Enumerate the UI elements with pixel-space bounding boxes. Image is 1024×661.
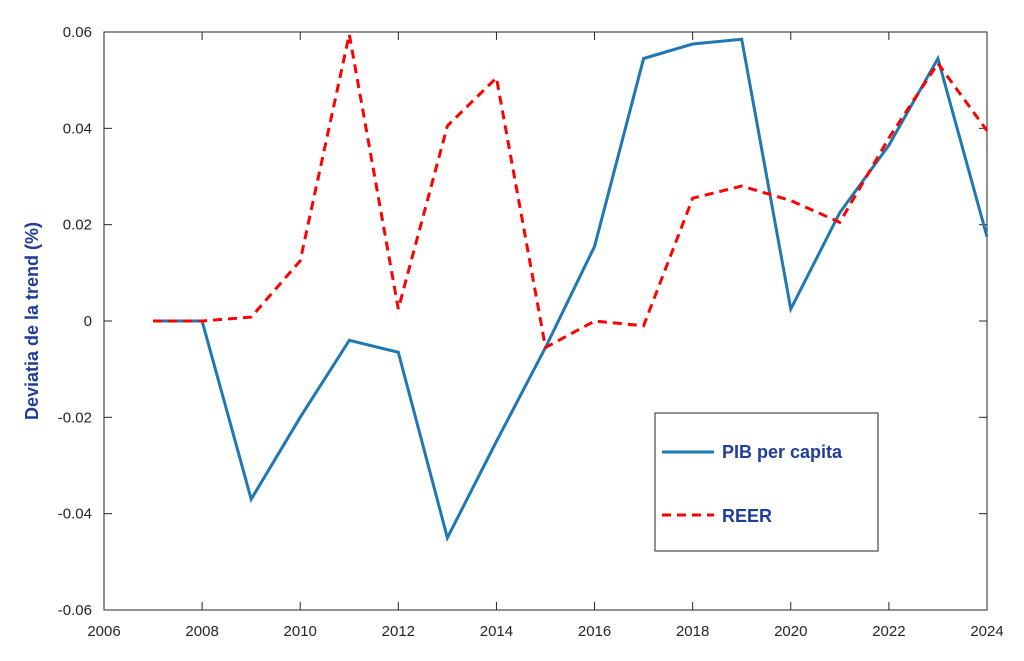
x-tick-label: 2018	[676, 623, 709, 640]
y-tick-label: -0.06	[58, 602, 92, 619]
legend: PIB per capita REER	[654, 412, 879, 552]
y-tick-label: -0.04	[58, 506, 92, 523]
y-axis: -0.06 -0.04 -0.02 0 0.02 0.04 0.06	[58, 24, 987, 619]
legend-box	[654, 412, 879, 552]
y-tick-label: 0.06	[63, 24, 92, 41]
series-layer	[152, 34, 989, 542]
x-tick-label: 2022	[872, 623, 905, 640]
x-tick-label: 2014	[480, 623, 513, 640]
y-tick-label: 0.02	[63, 217, 92, 234]
x-tick-label: 2008	[185, 623, 218, 640]
x-tick-label: 2020	[774, 623, 807, 640]
x-tick-label: 2024	[970, 623, 1003, 640]
legend-label-pib: PIB per capita	[722, 442, 843, 462]
x-axis: 2006 2008 2010 2012 2014 2016 2018 2020 2022 2024	[87, 32, 1004, 640]
y-tick-label: 0.04	[63, 120, 92, 137]
legend-label-reer: REER	[722, 506, 772, 526]
x-tick-label: 2012	[382, 623, 415, 640]
x-tick-label: 2010	[284, 623, 317, 640]
y-tick-label: 0	[84, 313, 92, 330]
x-tick-label: 2006	[87, 623, 120, 640]
y-axis-label: Deviatia de la trend (%)	[22, 222, 42, 420]
x-tick-label: 2016	[578, 623, 611, 640]
pib-per-capita-line	[153, 37, 989, 542]
y-tick-label: -0.02	[58, 409, 92, 426]
